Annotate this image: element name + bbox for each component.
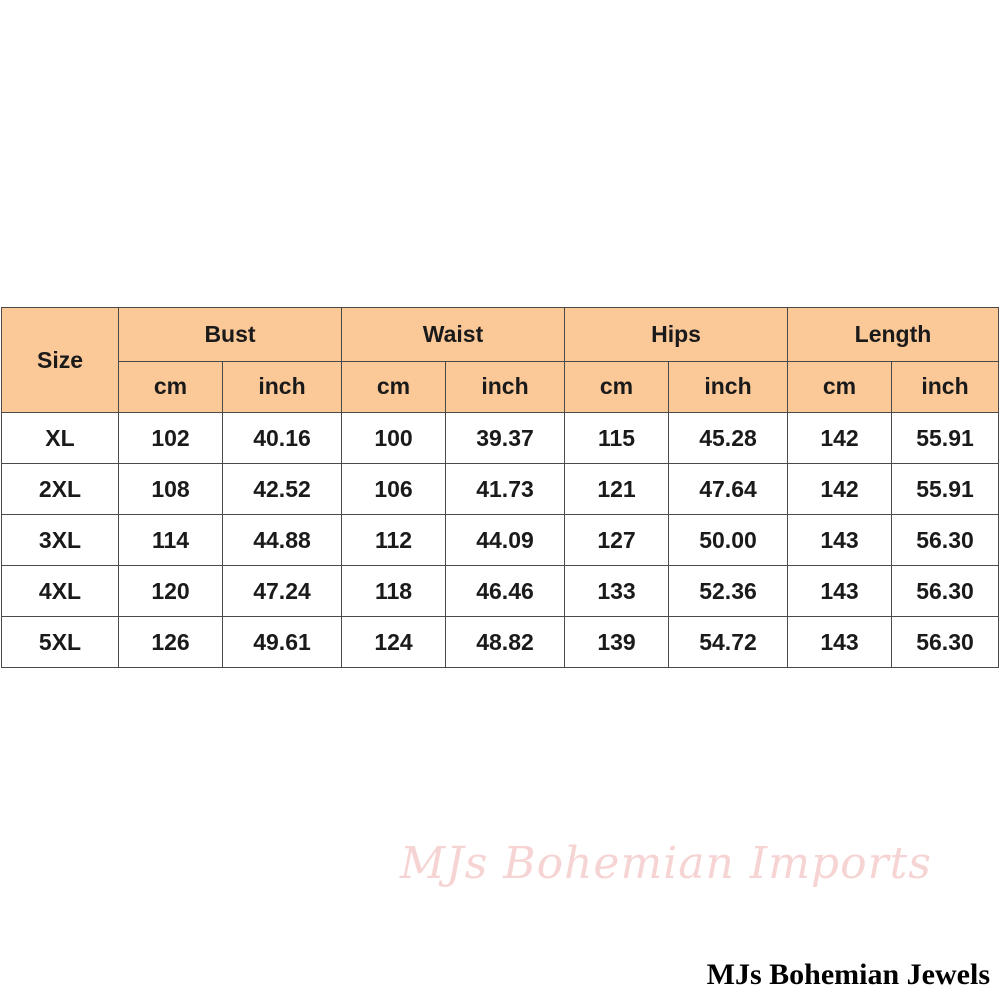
value-cell: 121 [564,463,669,515]
unit-inch: inch [668,360,788,413]
value-cell: 54.72 [668,616,788,668]
hips-header: Hips [564,307,788,362]
unit-cm: cm [787,360,892,413]
unit-cm: cm [341,360,446,413]
value-cell: 142 [787,463,892,515]
value-cell: 143 [787,616,892,668]
value-cell: 56.30 [891,565,999,617]
size-cell: 5XL [1,616,119,668]
size-cell: XL [1,412,119,464]
value-cell: 44.88 [222,514,342,566]
value-cell: 120 [118,565,223,617]
table-row: 2XL 108 42.52 106 41.73 121 47.64 142 55.91 [1,463,999,515]
value-cell: 102 [118,412,223,464]
bust-header: Bust [118,307,342,362]
value-cell: 56.30 [891,514,999,566]
size-cell: 3XL [1,514,119,566]
value-cell: 126 [118,616,223,668]
value-cell: 127 [564,514,669,566]
header-row-groups: Size Bust Waist Hips Length [1,307,999,413]
value-cell: 139 [564,616,669,668]
unit-inch: inch [222,360,342,413]
value-cell: 41.73 [445,463,565,515]
unit-inch: inch [445,360,565,413]
value-cell: 55.91 [891,412,999,464]
value-cell: 46.46 [445,565,565,617]
value-cell: 47.24 [222,565,342,617]
size-chart-table: Size Bust Waist Hips Length cm inch cm i… [1,307,999,668]
unit-inch: inch [891,360,999,413]
value-cell: 114 [118,514,223,566]
size-cell: 2XL [1,463,119,515]
value-cell: 143 [787,565,892,617]
value-cell: 47.64 [668,463,788,515]
value-cell: 49.61 [222,616,342,668]
header-row-units: cm inch cm inch cm inch cm inch [2,360,999,413]
value-cell: 45.28 [668,412,788,464]
value-cell: 143 [787,514,892,566]
value-cell: 44.09 [445,514,565,566]
length-header: Length [787,307,999,362]
value-cell: 115 [564,412,669,464]
value-cell: 39.37 [445,412,565,464]
value-cell: 118 [341,565,446,617]
value-cell: 48.82 [445,616,565,668]
value-cell: 55.91 [891,463,999,515]
value-cell: 133 [564,565,669,617]
value-cell: 56.30 [891,616,999,668]
unit-cm: cm [118,360,223,413]
value-cell: 40.16 [222,412,342,464]
value-cell: 50.00 [668,514,788,566]
brand-name: MJs Bohemian Jewels [706,958,990,991]
value-cell: 108 [118,463,223,515]
value-cell: 112 [341,514,446,566]
table-row: 5XL 126 49.61 124 48.82 139 54.72 143 56.30 [1,616,999,668]
table-row: XL 102 40.16 100 39.37 115 45.28 142 55.91 [1,412,999,464]
table-row: 3XL 114 44.88 112 44.09 127 50.00 143 56.30 [1,514,999,566]
waist-header: Waist [341,307,565,362]
value-cell: 100 [341,412,446,464]
table-row: 4XL 120 47.24 118 46.46 133 52.36 143 56.30 [1,565,999,617]
value-cell: 142 [787,412,892,464]
value-cell: 52.36 [668,565,788,617]
value-cell: 106 [341,463,446,515]
value-cell: 42.52 [222,463,342,515]
watermark: MJs Bohemian Imports [400,838,932,889]
value-cell: 124 [341,616,446,668]
unit-cm: cm [564,360,669,413]
size-cell: 4XL [1,565,119,617]
size-header: Size [1,307,119,413]
